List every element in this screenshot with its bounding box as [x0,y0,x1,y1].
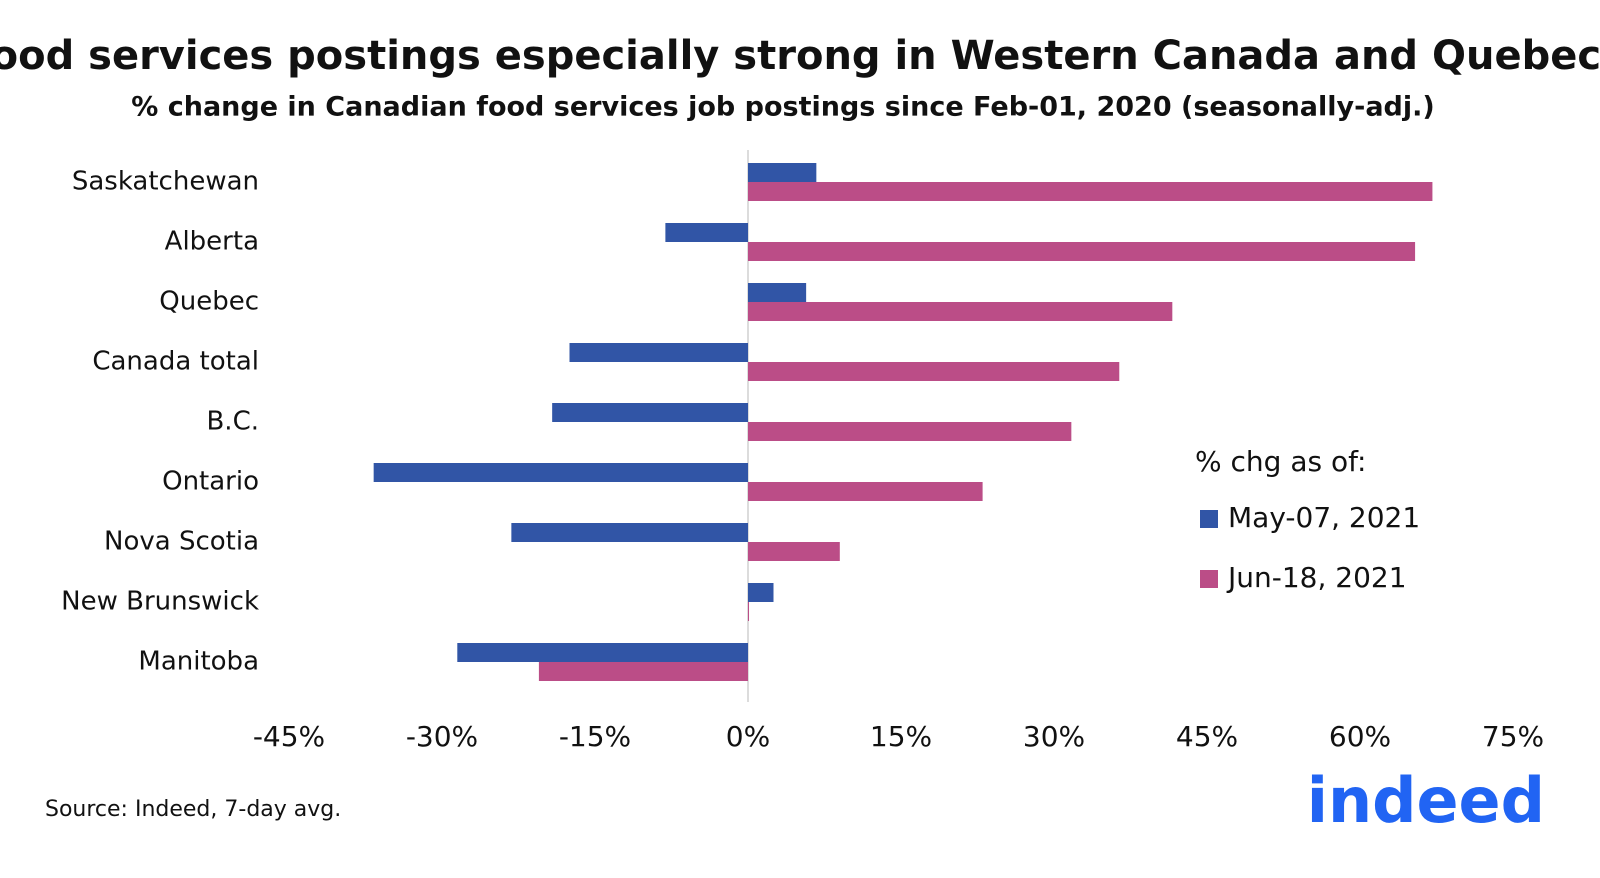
bar [748,583,774,602]
bar [552,403,748,422]
x-tick-label: -15% [559,720,631,753]
x-tick-label: 0% [726,720,770,753]
category-label: Saskatchewan [72,167,259,197]
x-tick-label: 60% [1329,720,1391,753]
chart-title: Food services postings especially strong… [0,33,1600,79]
x-tick-label: 30% [1023,720,1085,753]
bar [665,223,748,242]
bar [748,602,750,621]
source-note: Source: Indeed, 7-day avg. [45,797,341,822]
bar [511,523,748,542]
legend-label: Jun-18, 2021 [1226,561,1407,594]
category-label: Quebec [159,287,259,317]
logo: indeed [1307,764,1545,837]
x-tick-label: 45% [1176,720,1238,753]
legend-title: % chg as of: [1195,445,1366,478]
x-tick-label: -45% [253,720,325,753]
category-label: Canada total [92,347,259,377]
legend-swatch [1200,510,1218,528]
category-label: New Brunswick [61,587,259,617]
category-label: Manitoba [138,647,259,677]
bar [748,283,807,302]
category-label: B.C. [206,407,259,437]
bar [457,643,748,662]
category-label: Alberta [165,227,259,257]
bar [748,163,817,182]
legend-swatch [1200,570,1218,588]
x-tick-label: 15% [870,720,932,753]
bar [569,343,748,362]
bar [748,542,840,561]
x-tick-label: -30% [406,720,478,753]
bar [373,463,748,482]
x-tick-label: 75% [1482,720,1544,753]
bar [748,182,1433,201]
bar [748,302,1173,321]
bar [748,362,1120,381]
bar [538,662,748,681]
chart-subtitle: % change in Canadian food services job p… [131,92,1434,123]
bar [748,242,1416,261]
bar [748,482,983,501]
category-label: Ontario [162,467,259,497]
bar [748,422,1072,441]
legend-label: May-07, 2021 [1228,501,1420,534]
category-label: Nova Scotia [104,527,259,557]
